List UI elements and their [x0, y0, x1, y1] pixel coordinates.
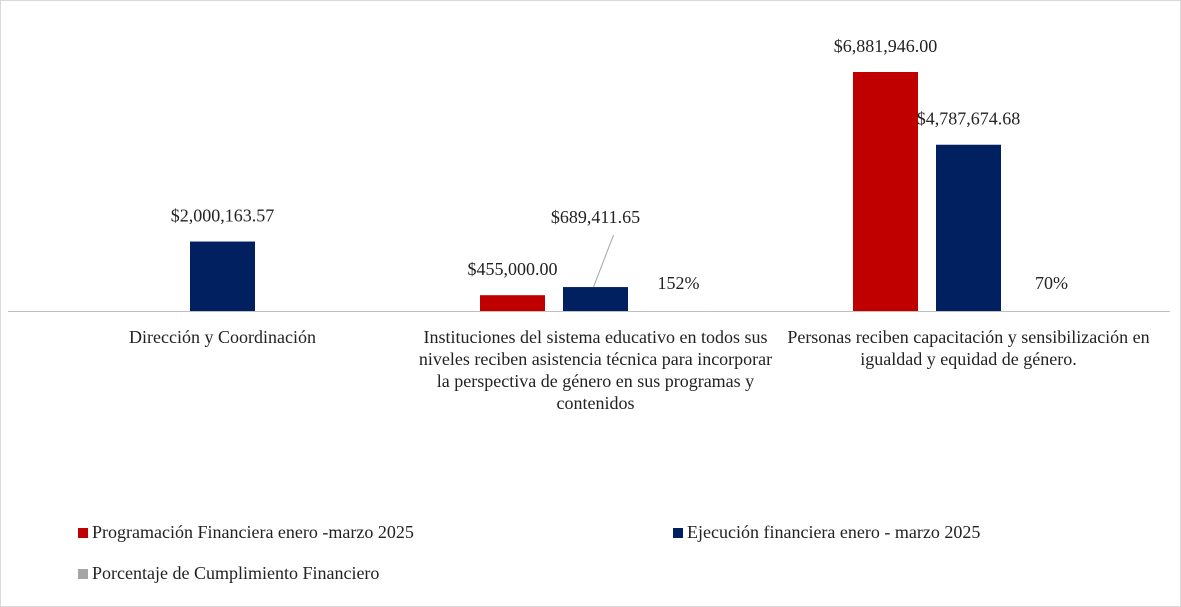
data-label: 70%	[1035, 273, 1068, 293]
legend-item: Programación Financiera enero -marzo 202…	[78, 522, 414, 543]
legend-label: Programación Financiera enero -marzo 202…	[92, 522, 414, 542]
x-tick-label: Dirección y Coordinación	[129, 327, 316, 347]
data-label: $455,000.00	[468, 259, 558, 279]
bar	[190, 241, 255, 311]
data-label: 152%	[658, 273, 700, 293]
leader-line	[593, 234, 614, 288]
data-label: $689,411.65	[551, 207, 640, 227]
data-label: $4,787,674.68	[917, 109, 1021, 129]
legend-item: Porcentaje de Cumplimiento Financiero	[78, 563, 379, 584]
legend-swatch	[673, 527, 683, 538]
bar	[853, 72, 918, 311]
x-tick-label: Personas reciben capacitación y sensibil…	[787, 327, 1150, 369]
legend-label: Porcentaje de Cumplimiento Financiero	[92, 563, 380, 583]
bar	[480, 295, 545, 311]
bar	[936, 144, 1001, 311]
legend-swatch	[78, 527, 88, 538]
data-label: $6,881,946.00	[834, 36, 938, 56]
x-tick-label: Instituciones del sistema educativo en t…	[418, 327, 773, 413]
bar	[563, 287, 628, 311]
legend-label: Ejecución financiera enero - marzo 2025	[687, 522, 981, 542]
legend-swatch	[78, 568, 88, 579]
data-label: $2,000,163.57	[171, 206, 275, 226]
legend-item: Ejecución financiera enero - marzo 2025	[673, 522, 980, 543]
